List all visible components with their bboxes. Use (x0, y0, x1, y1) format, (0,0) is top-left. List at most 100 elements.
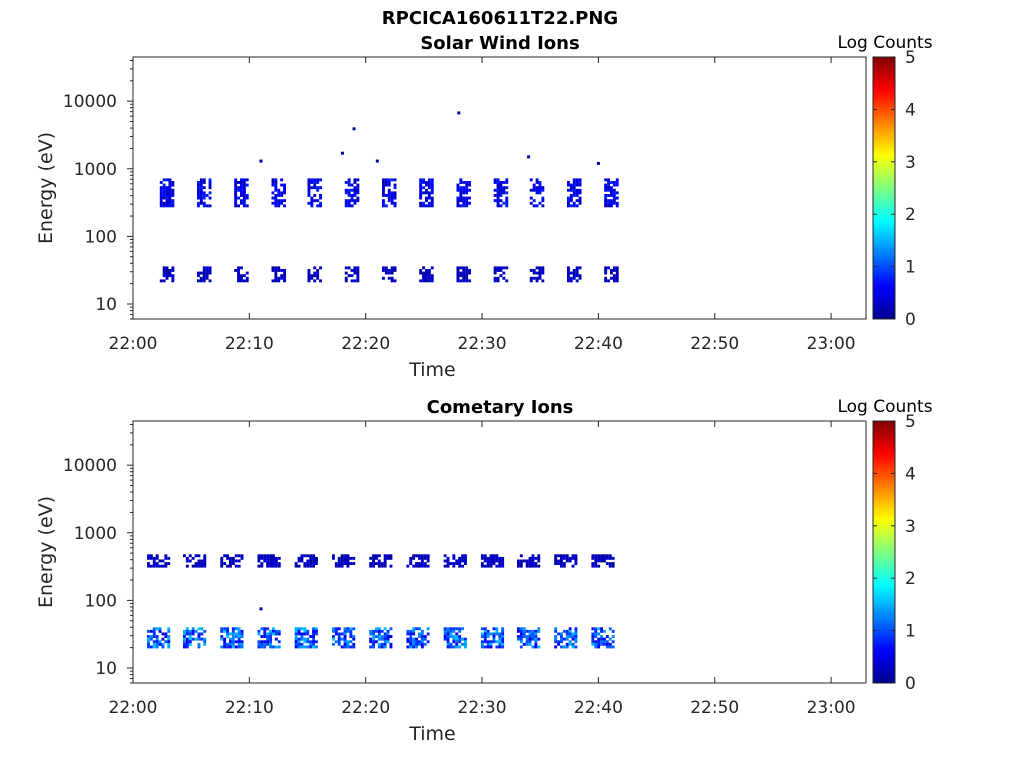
heatmap-cell (578, 266, 582, 270)
heatmap-cell (612, 279, 616, 283)
heatmap-cell (245, 183, 249, 187)
heatmap-cell (197, 627, 201, 631)
heatmap-cell (389, 627, 393, 631)
heatmap-cell (443, 637, 447, 641)
x-tick-label: 22:10 (225, 698, 274, 718)
heatmap-cell (597, 559, 601, 563)
heatmap-cell (538, 191, 542, 195)
heatmap-cell (419, 181, 423, 184)
heatmap-cell (165, 194, 169, 197)
heatmap-cell (493, 266, 497, 270)
heatmap-cell (280, 178, 284, 182)
heatmap-cell (347, 194, 351, 197)
heatmap-cell (418, 632, 421, 636)
heatmap-cell (307, 183, 311, 187)
heatmap-cell (297, 645, 301, 649)
heatmap-cell (205, 274, 209, 278)
heatmap-cell (200, 632, 204, 636)
heatmap-cell (309, 564, 313, 568)
heatmap-cell (452, 556, 456, 560)
heatmap-cell (307, 201, 311, 205)
heatmap-cell (231, 637, 235, 641)
heatmap-cell (158, 642, 162, 646)
heatmap-cell (517, 635, 520, 638)
heatmap-cell (343, 640, 347, 644)
heatmap-point (596, 161, 600, 165)
heatmap-cell (480, 642, 484, 646)
heatmap-cell (562, 564, 566, 568)
heatmap-cell (234, 188, 238, 192)
heatmap-cell (446, 562, 450, 565)
heatmap-cell (462, 199, 466, 203)
heatmap-cell (607, 178, 610, 182)
heatmap-cell (315, 562, 318, 565)
heatmap-cell (534, 556, 538, 560)
heatmap-cell (426, 554, 430, 558)
heatmap-cell (574, 554, 578, 558)
heatmap-cell (422, 186, 425, 190)
heatmap-cell (483, 632, 487, 636)
heatmap-cell (461, 556, 464, 560)
heatmap-cell (615, 274, 619, 278)
heatmap-cell (353, 186, 357, 190)
heatmap-cell (390, 199, 394, 203)
heatmap-cell (231, 562, 235, 565)
heatmap-cell (567, 183, 570, 187)
heatmap-cell (280, 269, 284, 272)
heatmap-cell (495, 564, 499, 568)
heatmap-cell (603, 637, 606, 641)
heatmap-cell (560, 559, 563, 563)
heatmap-cell (158, 640, 162, 644)
heatmap-cell (260, 556, 264, 560)
heatmap-cell (171, 204, 175, 208)
heatmap-cell (562, 556, 566, 560)
heatmap-cell (430, 178, 434, 182)
heatmap-cell (578, 181, 582, 184)
heatmap-cell (499, 188, 503, 192)
heatmap-cell (347, 181, 351, 184)
heatmap-cell (418, 627, 421, 631)
heatmap-cell (312, 559, 315, 563)
heatmap-cell (569, 196, 573, 200)
heatmap-cell (462, 196, 466, 200)
heatmap-cell (456, 186, 460, 190)
heatmap-cell (615, 191, 619, 195)
heatmap-cell (415, 642, 418, 646)
heatmap-cell (486, 556, 490, 560)
heatmap-cell (446, 645, 450, 649)
heatmap-cell (349, 562, 353, 565)
heatmap-cell (226, 629, 229, 633)
heatmap-cell (300, 554, 304, 558)
heatmap-cell (459, 188, 463, 192)
heatmap-cell (493, 194, 497, 197)
heatmap-cell (554, 635, 558, 638)
heatmap-cell (274, 194, 278, 197)
heatmap-cell (237, 635, 241, 638)
heatmap-cell (412, 645, 416, 649)
heatmap-cell (538, 188, 542, 192)
heatmap-cell (483, 559, 487, 563)
heatmap-cell (501, 556, 505, 560)
heatmap-point (375, 159, 379, 163)
heatmap-cell (519, 635, 523, 638)
heatmap-cell (456, 271, 460, 275)
heatmap-cell (380, 637, 384, 641)
heatmap-cell (612, 266, 616, 270)
heatmap-cell (610, 204, 613, 208)
heatmap-cell (257, 554, 261, 558)
heatmap-cell (443, 564, 447, 568)
heatmap-cell (377, 564, 381, 568)
heatmap-cell (525, 629, 529, 633)
heatmap-cell (456, 279, 460, 283)
heatmap-cell (369, 637, 373, 641)
heatmap-cell (372, 637, 375, 641)
heatmap-cell (607, 186, 610, 190)
heatmap-cell (161, 559, 165, 563)
heatmap-cell (591, 632, 595, 636)
heatmap-cell (604, 188, 608, 192)
heatmap-cell (425, 199, 428, 203)
x-tick-label: 22:50 (690, 334, 739, 354)
heatmap-cell (283, 269, 286, 272)
heatmap-cell (312, 640, 315, 644)
heatmap-cell (591, 640, 595, 644)
